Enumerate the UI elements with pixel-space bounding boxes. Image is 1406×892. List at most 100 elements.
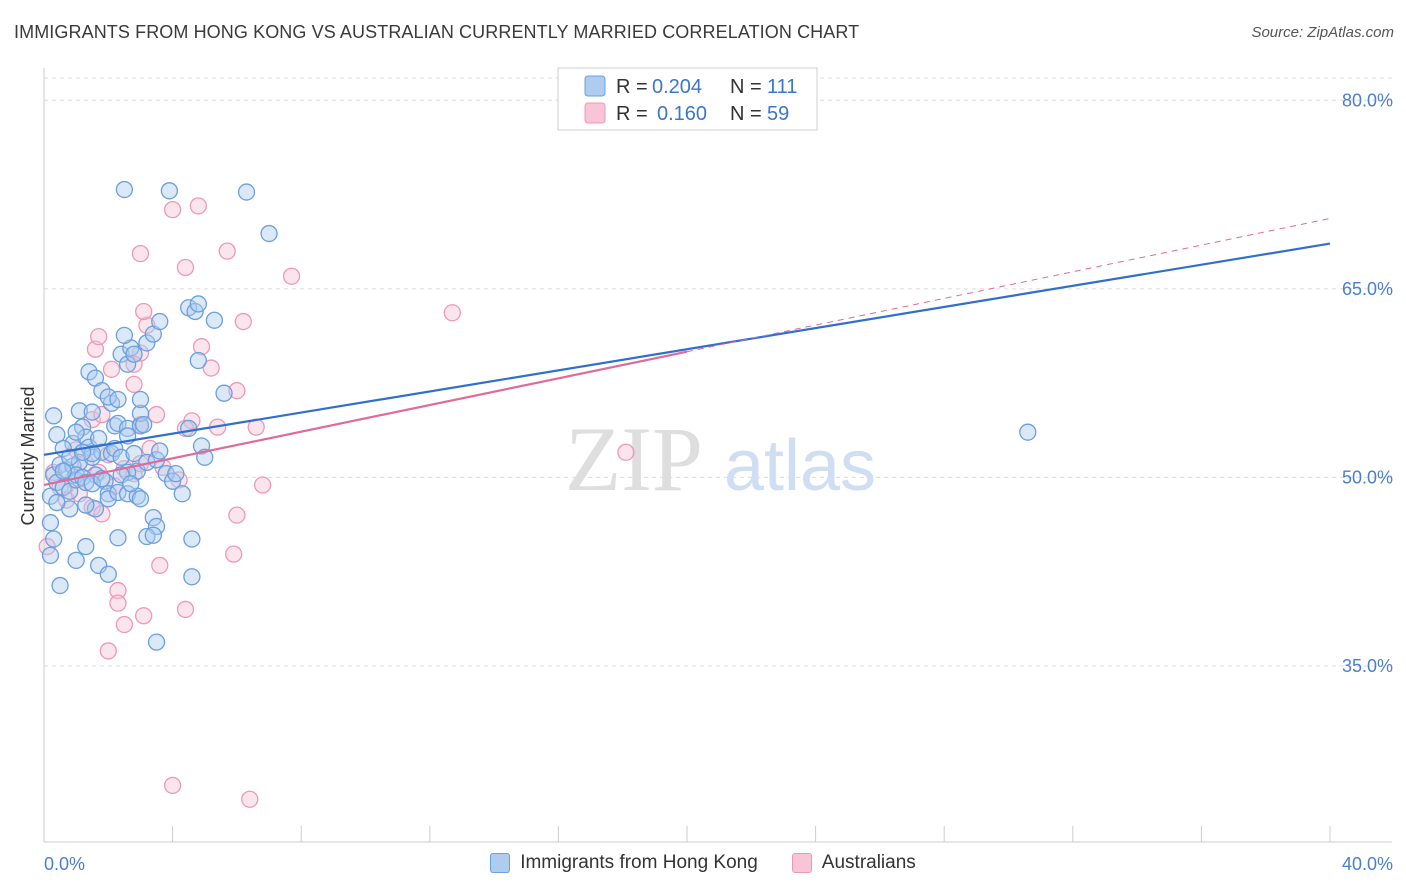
legend-label-australians: Australians bbox=[821, 852, 916, 873]
hong-kong-point-96 bbox=[99, 565, 117, 583]
watermark-atlas: atlas bbox=[724, 426, 876, 506]
hong-kong-point-93 bbox=[67, 551, 85, 570]
legend-n-value-2: 59 bbox=[767, 103, 789, 125]
legend-n-label-2: N = bbox=[730, 103, 762, 125]
legend-r-label-2: R = bbox=[616, 103, 648, 125]
hong-kong-point-101 bbox=[1019, 423, 1037, 441]
australians-point-34 bbox=[176, 258, 195, 277]
hong-kong-point-45 bbox=[160, 182, 179, 200]
y-tick-label-1: 65.0% bbox=[1342, 279, 1393, 299]
y-tick-label-2: 50.0% bbox=[1342, 467, 1393, 487]
hong-kong-point-84 bbox=[144, 509, 162, 527]
hong-kong-point-40 bbox=[189, 295, 207, 313]
correlation-legend: R = 0.204 N = 111 R = 0.160 N = 59 bbox=[557, 67, 818, 131]
hong-kong-point-94 bbox=[77, 537, 95, 556]
australians-point-37 bbox=[189, 197, 207, 215]
hong-kong-point-107 bbox=[48, 493, 66, 512]
hong-kong-point-35 bbox=[138, 334, 156, 352]
hong-kong-point-97 bbox=[183, 568, 201, 586]
hong-kong-point-20 bbox=[102, 444, 121, 463]
australians-point-56 bbox=[617, 443, 635, 461]
y-tick-label-3: 35.0% bbox=[1342, 656, 1393, 676]
trend-line-australians-extension bbox=[686, 217, 1331, 353]
legend-swatch-hong-kong-bottom bbox=[490, 853, 511, 873]
australians-point-43 bbox=[443, 304, 461, 322]
hong-kong-point-78 bbox=[99, 490, 117, 508]
australians-point-21 bbox=[90, 327, 108, 346]
hong-kong-point-66 bbox=[180, 419, 198, 438]
legend-item-australians[interactable]: Australians bbox=[791, 852, 916, 874]
hong-kong-point-75 bbox=[77, 473, 95, 492]
hong-kong-point-41 bbox=[205, 311, 224, 329]
trend-line-australians bbox=[43, 350, 688, 487]
hong-kong-point-44 bbox=[115, 180, 134, 199]
legend-r-label-1: R = bbox=[616, 76, 648, 98]
legend-r-value-1: 0.204 bbox=[652, 76, 702, 98]
hong-kong-point-89 bbox=[183, 530, 201, 548]
hong-kong-point-98 bbox=[147, 633, 166, 651]
legend-n-value-1: 111 bbox=[767, 76, 797, 98]
hong-kong-point-48 bbox=[109, 414, 127, 433]
hong-kong-point-61 bbox=[151, 442, 169, 460]
australians-point-48 bbox=[151, 556, 169, 575]
australians-point-22 bbox=[138, 316, 156, 334]
hong-kong-point-86 bbox=[109, 529, 127, 547]
y-tick-labels: 80.0% 65.0% 50.0% 35.0% bbox=[1342, 90, 1393, 676]
legend-r-value-2: 0.160 bbox=[657, 103, 707, 125]
hong-kong-point-46 bbox=[237, 183, 256, 201]
australians-point-50 bbox=[109, 594, 127, 612]
legend-label-hong-kong: Immigrants from Hong Kong bbox=[520, 852, 758, 873]
hong-kong-point-72 bbox=[61, 448, 79, 466]
hong-kong-point-29 bbox=[109, 390, 127, 409]
gridlines bbox=[44, 77, 1392, 667]
legend-item-hong-kong[interactable]: Immigrants from Hong Kong bbox=[490, 852, 758, 874]
legend-swatch-hong-kong bbox=[584, 75, 606, 97]
hong-kong-point-55 bbox=[112, 448, 130, 466]
australians-point-19 bbox=[102, 360, 121, 378]
trend-line-hong-kong bbox=[43, 242, 1331, 456]
australians-point-39 bbox=[282, 267, 301, 285]
hong-kong-point-79 bbox=[86, 500, 105, 518]
hong-kong-point-52 bbox=[131, 390, 150, 409]
x-tick-label-max: 40.0% bbox=[1342, 854, 1393, 874]
australians-point-54 bbox=[163, 776, 182, 795]
hong-kong-point-69 bbox=[44, 407, 63, 425]
hong-kong-point-34 bbox=[115, 326, 134, 345]
y-tick-label-0: 80.0% bbox=[1342, 90, 1393, 110]
trend-lines bbox=[43, 217, 1331, 487]
australians-point-52 bbox=[135, 607, 153, 625]
australians-point-38 bbox=[131, 245, 150, 263]
hong-kong-point-100 bbox=[77, 496, 95, 514]
legend-swatch-australians bbox=[584, 102, 606, 124]
hong-kong-point-56 bbox=[125, 444, 143, 463]
hong-kong-point-22 bbox=[70, 402, 89, 420]
legend-n-label-1: N = bbox=[730, 76, 762, 98]
hong-kong-point-91 bbox=[44, 530, 63, 548]
hong-kong-point-105 bbox=[54, 462, 72, 480]
series-australians-points bbox=[38, 197, 635, 808]
series-hong-kong-points bbox=[41, 180, 1037, 651]
hong-kong-point-43 bbox=[215, 384, 233, 402]
hong-kong-point-109 bbox=[67, 423, 85, 441]
watermark: ZIP atlas bbox=[565, 408, 876, 510]
hong-kong-point-88 bbox=[144, 526, 162, 544]
hong-kong-point-108 bbox=[122, 475, 140, 493]
hong-kong-point-92 bbox=[51, 576, 69, 595]
legend-swatch-australians-bottom bbox=[791, 853, 812, 873]
hong-kong-point-102 bbox=[41, 546, 60, 565]
australians-point-23 bbox=[135, 302, 153, 321]
axes bbox=[43, 68, 1392, 843]
hong-kong-point-31 bbox=[118, 355, 137, 373]
hong-kong-point-30 bbox=[112, 345, 130, 363]
australians-point-36 bbox=[163, 201, 182, 219]
hong-kong-point-27 bbox=[83, 403, 101, 421]
hong-kong-point-42 bbox=[189, 351, 207, 370]
australians-point-51 bbox=[115, 615, 134, 634]
australians-point-46 bbox=[225, 545, 243, 563]
hong-kong-point-37 bbox=[151, 312, 169, 331]
watermark-zip: ZIP bbox=[565, 408, 703, 510]
hong-kong-point-70 bbox=[48, 426, 66, 444]
hong-kong-point-65 bbox=[173, 485, 191, 503]
australians-point-31 bbox=[125, 355, 143, 373]
australians-point-44 bbox=[253, 476, 272, 494]
